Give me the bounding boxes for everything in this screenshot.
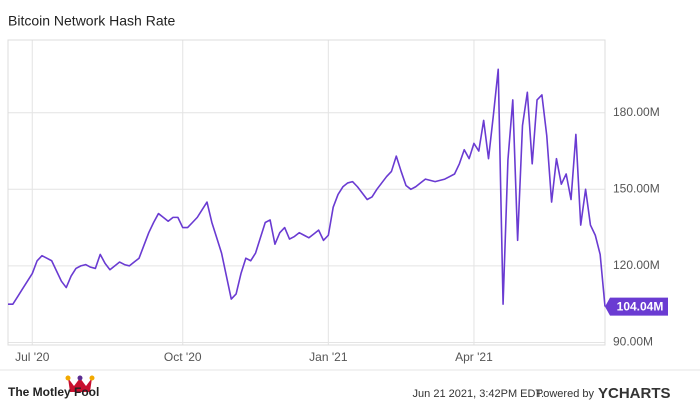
- provider-name: YCHARTS: [598, 385, 671, 402]
- jester-hat: [68, 378, 92, 392]
- jester-bell: [65, 375, 71, 381]
- chart-title: Bitcoin Network Hash Rate: [8, 13, 176, 29]
- plot-frame: [7, 39, 606, 346]
- value-flag: [605, 297, 668, 316]
- brand-name: The Motley Fool: [8, 385, 99, 399]
- value-flag-label: 104.04M: [617, 299, 664, 313]
- jester-bell: [77, 375, 83, 381]
- brand-logo: [65, 375, 95, 392]
- powered-by: Powered by: [536, 388, 595, 400]
- x-tick-label: Jan '21: [309, 350, 348, 364]
- y-tick-label: 120.00M: [613, 258, 660, 272]
- timestamp: Jun 21 2021, 3:42PM EDT.: [413, 388, 544, 400]
- x-tick-label: Oct '20: [164, 350, 202, 364]
- data-line: [8, 68, 606, 307]
- x-tick-label: Jul '20: [15, 350, 50, 364]
- y-tick-label: 150.00M: [613, 181, 660, 195]
- jester-bell: [89, 375, 95, 381]
- y-tick-label: 90.00M: [613, 335, 653, 349]
- x-tick-label: Apr '21: [455, 350, 493, 364]
- y-tick-label: 180.00M: [613, 105, 660, 119]
